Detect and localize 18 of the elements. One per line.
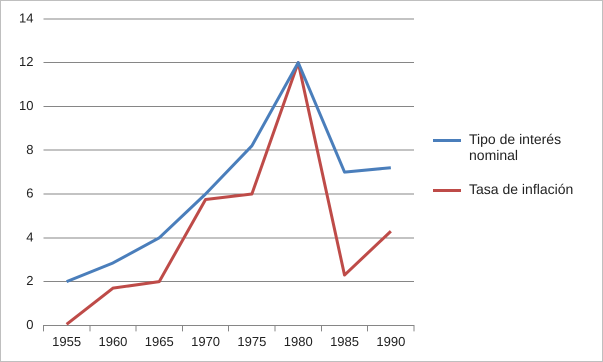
y-tick-label: 8 (26, 142, 34, 157)
legend-label: Tipo de interés nominal (469, 131, 562, 163)
y-tick-label: 4 (26, 229, 34, 244)
x-tick-label: 1965 (144, 334, 174, 349)
x-tick-label: 1970 (191, 334, 220, 349)
x-tick-label: 1955 (52, 334, 82, 349)
y-tick-label: 10 (18, 98, 34, 113)
x-tick-label: 1990 (376, 334, 406, 349)
x-tick-label: 1960 (98, 334, 128, 349)
legend-label: Tasa de inflación (469, 181, 574, 197)
y-tick-label: 0 (26, 316, 34, 332)
y-tick-label: 2 (26, 273, 34, 288)
y-tick-label: 6 (26, 186, 34, 201)
y-tick-label: 12 (18, 54, 34, 70)
y-tick-label: 14 (18, 10, 34, 26)
x-tick-label: 1980 (284, 334, 313, 349)
x-tick-label: 1985 (330, 334, 359, 349)
x-tick-label: 1975 (237, 334, 266, 349)
